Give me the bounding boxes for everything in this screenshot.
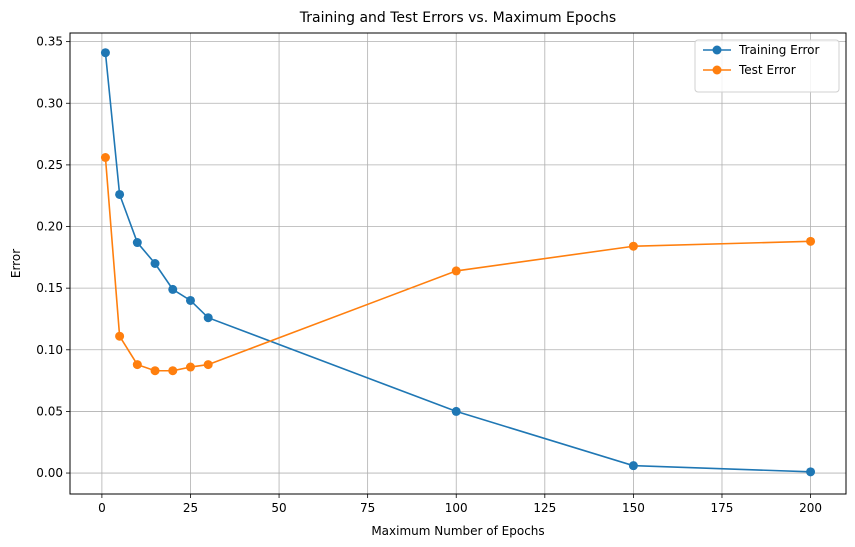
legend-label: Training Error: [738, 43, 819, 57]
series-training-error: [100, 48, 816, 477]
series-line: [104, 157, 811, 372]
y-tick-label: 0.25: [36, 158, 63, 172]
legend-label: Test Error: [738, 63, 796, 77]
legend-item: Test Error: [703, 63, 796, 77]
y-tick-label: 0.35: [36, 35, 63, 49]
y-tick-label: 0.30: [36, 96, 63, 110]
data-point: [100, 48, 110, 58]
x-axis-label: Maximum Number of Epochs: [371, 524, 544, 538]
data-point: [806, 236, 816, 246]
legend: Training Error Test Error: [694, 39, 840, 93]
y-tick-label: 0.15: [36, 281, 63, 295]
x-tick-label: 25: [183, 501, 198, 515]
x-tick-label: 0: [98, 501, 106, 515]
data-point: [150, 366, 160, 376]
x-tick-label: 75: [360, 501, 375, 515]
y-tick-label: 0.10: [36, 343, 63, 357]
data-point: [185, 295, 195, 305]
y-tick-label: 0.05: [36, 404, 63, 418]
data-point: [806, 467, 816, 477]
data-point: [132, 238, 142, 248]
data-point: [185, 362, 195, 372]
data-point: [168, 284, 178, 294]
data-point: [451, 406, 461, 416]
data-point: [115, 331, 125, 341]
data-point: [451, 266, 461, 276]
x-tick-label: 100: [445, 501, 468, 515]
data-point: [132, 360, 142, 370]
data-point: [150, 259, 160, 268]
y-tick-label: 0.20: [36, 220, 63, 234]
y-tick-label: 0.00: [36, 466, 63, 480]
plot-frame: [69, 32, 847, 495]
x-axis-ticks: 0 25 50 75 100 125 150 175 200: [98, 494, 822, 515]
data-point: [100, 152, 110, 162]
legend-box: [694, 39, 840, 93]
data-point: [203, 313, 213, 323]
legend-marker: [712, 45, 722, 55]
x-tick-label: 200: [799, 501, 822, 515]
x-tick-label: 50: [271, 501, 286, 515]
series-layer: [100, 48, 816, 477]
y-axis-label: Error: [9, 249, 23, 278]
x-tick-label: 125: [533, 501, 556, 515]
data-point: [628, 461, 638, 471]
data-point: [115, 189, 125, 199]
series-line: [104, 52, 811, 473]
data-point: [203, 360, 213, 370]
data-point: [628, 241, 638, 251]
y-axis-ticks: 0.00 0.05 0.10 0.15 0.20 0.25 0.30 0.35: [36, 35, 70, 480]
x-tick-label: 175: [711, 501, 734, 515]
legend-item: Training Error: [703, 43, 819, 57]
chart-title: Training and Test Errors vs. Maximum Epo…: [299, 10, 616, 26]
series-test-error: [100, 152, 816, 376]
legend-marker: [712, 65, 722, 75]
x-tick-label: 150: [622, 501, 645, 515]
data-point: [168, 366, 178, 376]
